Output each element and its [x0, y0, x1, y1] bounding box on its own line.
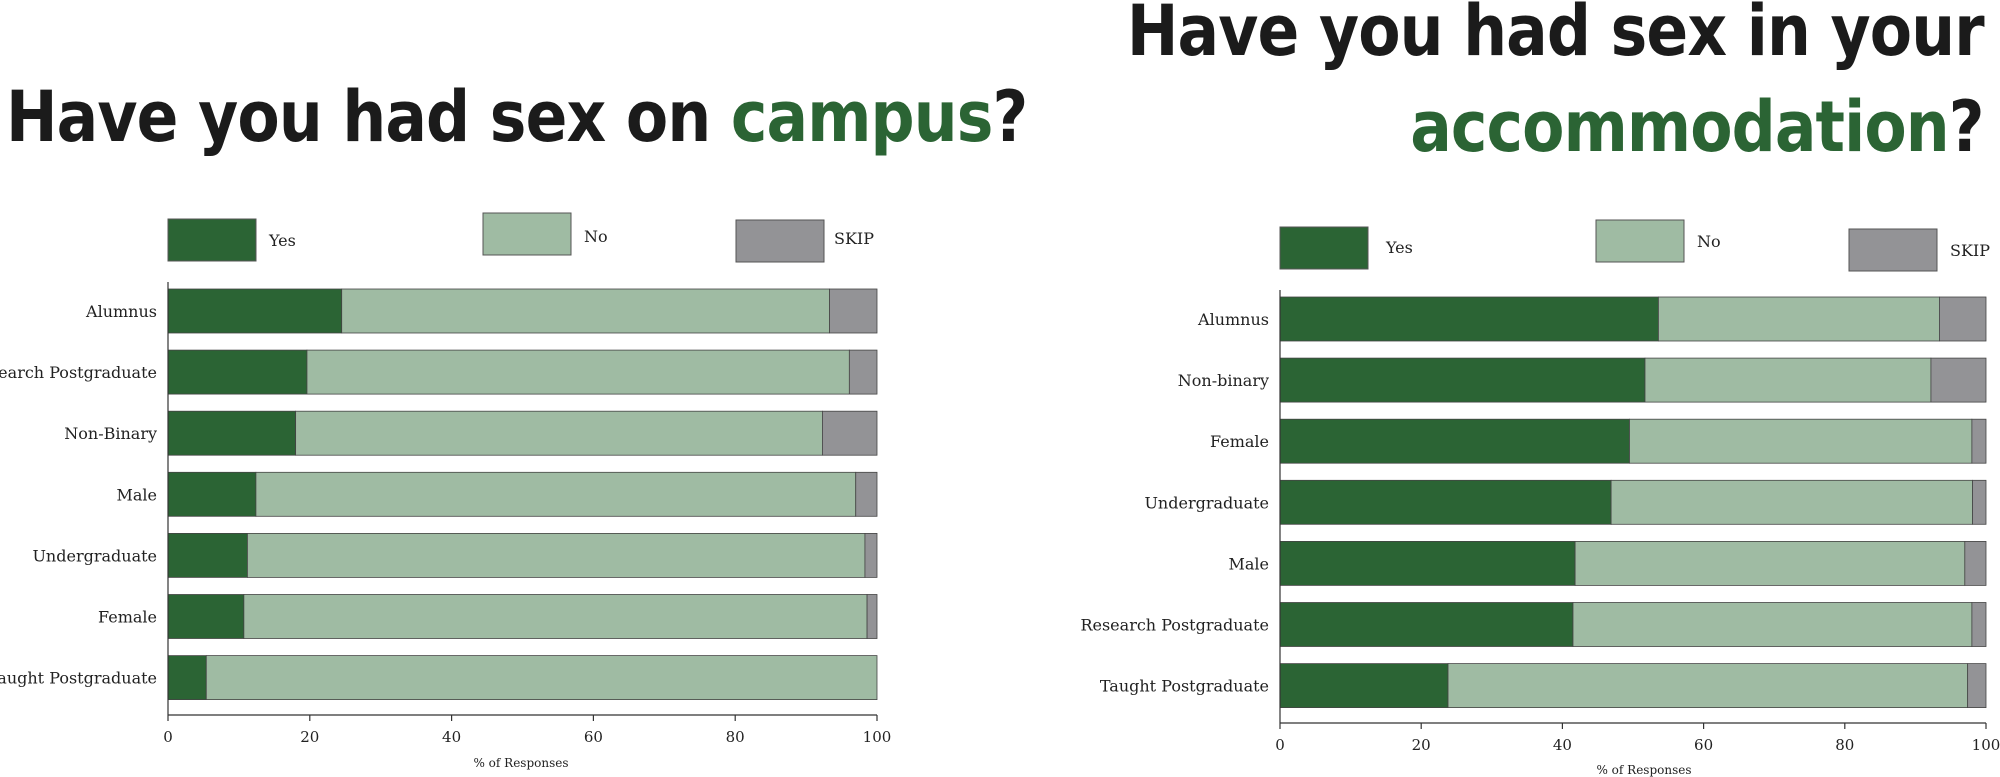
bar-yes — [167, 471, 257, 517]
chart-title-accommodation-line2: accommodation? — [1411, 92, 1985, 162]
bar-yes — [1279, 541, 1576, 586]
category-label: Non-binary — [1178, 371, 1269, 390]
x-tick-label: 100 — [863, 728, 892, 746]
bar-skip — [829, 288, 878, 334]
chart-title-campus: Have you had sex on campus? — [6, 82, 1028, 152]
bar-no — [1658, 296, 1940, 342]
bar-yes — [167, 655, 207, 700]
x-tick-label: 0 — [1275, 736, 1285, 754]
legend-swatch-no — [1595, 219, 1685, 263]
title-punctuation: ? — [992, 76, 1028, 158]
x-tick-label: 0 — [163, 728, 173, 746]
x-tick-label: 20 — [1412, 736, 1431, 754]
x-tick-label: 40 — [442, 728, 461, 746]
legend-label-skip: SKIP — [1950, 241, 1990, 260]
bar-no — [306, 349, 850, 395]
bar-skip — [1964, 541, 1987, 586]
bar-yes — [1279, 296, 1659, 342]
bar-no — [1644, 357, 1932, 403]
x-tick-label: 60 — [1694, 736, 1713, 754]
bar-yes — [1279, 418, 1630, 464]
bar-skip — [848, 349, 878, 395]
bar-skip — [866, 594, 878, 639]
x-axis-label: % of Responses — [473, 756, 568, 770]
category-label: Alumnus — [85, 302, 157, 321]
title-text: Have you had sex on — [6, 76, 731, 158]
x-tick-label: 40 — [1553, 736, 1572, 754]
bar-no — [1572, 602, 1973, 647]
bar-yes — [1279, 602, 1574, 647]
x-tick-label: 20 — [300, 728, 319, 746]
category-label: Undergraduate — [1144, 493, 1269, 512]
legend-label-yes: Yes — [268, 231, 296, 250]
bar-no — [255, 471, 857, 517]
title-punctuation: ? — [1949, 86, 1985, 168]
bar-no — [1629, 418, 1973, 464]
category-label: Undergraduate — [32, 546, 157, 565]
bar-no — [205, 655, 878, 700]
bar-yes — [167, 288, 343, 334]
category-label: Non-Binary — [64, 424, 157, 443]
bar-skip — [1972, 479, 1987, 525]
bar-yes — [1279, 357, 1646, 403]
legend-label-no: No — [1697, 232, 1721, 251]
bar-skip — [1967, 663, 1987, 708]
x-tick-label: 80 — [726, 728, 745, 746]
x-axis-label: % of Responses — [1596, 763, 1691, 777]
bar-no — [295, 410, 823, 456]
bar-no — [1610, 479, 1973, 525]
bar-skip — [1971, 602, 1987, 647]
category-label: Taught Postgraduate — [1100, 677, 1269, 696]
legend-swatch-yes — [167, 218, 257, 262]
legend-label-skip: SKIP — [834, 229, 874, 248]
bar-no — [1574, 541, 1966, 586]
bar-skip — [1971, 418, 1987, 464]
bar-skip — [1930, 357, 1987, 403]
category-label: Alumnus — [1197, 310, 1269, 329]
bar-no — [247, 533, 866, 578]
category-label: Research Postgraduate — [0, 363, 157, 382]
bar-yes — [167, 533, 248, 578]
category-label: Female — [1210, 432, 1269, 451]
bar-skip — [864, 533, 878, 578]
category-label: Male — [1228, 554, 1269, 573]
x-tick-label: 100 — [1972, 736, 2000, 754]
legend-label-yes: Yes — [1385, 238, 1413, 257]
legend-label-no: No — [584, 227, 608, 246]
category-label: Female — [98, 608, 157, 627]
category-label: Male — [116, 485, 157, 504]
title-highlight: campus — [730, 76, 993, 158]
category-label: Taught Postgraduate — [0, 669, 157, 688]
legend-swatch-skip — [735, 219, 825, 263]
bar-no — [243, 594, 868, 639]
bar-skip — [855, 471, 878, 517]
bar-no — [341, 288, 830, 334]
bar-yes — [167, 349, 308, 395]
bar-yes — [1279, 479, 1612, 525]
legend-swatch-yes — [1279, 226, 1369, 270]
title-highlight: accommodation — [1410, 86, 1950, 168]
bar-no — [1447, 663, 1969, 708]
bar-yes — [167, 410, 297, 456]
legend-swatch-skip — [1848, 228, 1938, 272]
category-label: Research Postgraduate — [1080, 616, 1269, 635]
bar-yes — [167, 594, 245, 639]
bar-skip — [1939, 296, 1987, 342]
bar-skip — [822, 410, 878, 456]
legend-swatch-no — [482, 212, 572, 256]
x-tick-label: 60 — [584, 728, 603, 746]
chart-title-accommodation-line1: Have you had sex in your — [1127, 0, 1985, 66]
x-tick-label: 80 — [1835, 736, 1854, 754]
title-text: Have you had sex in your — [1127, 0, 1985, 72]
bar-yes — [1279, 663, 1449, 708]
